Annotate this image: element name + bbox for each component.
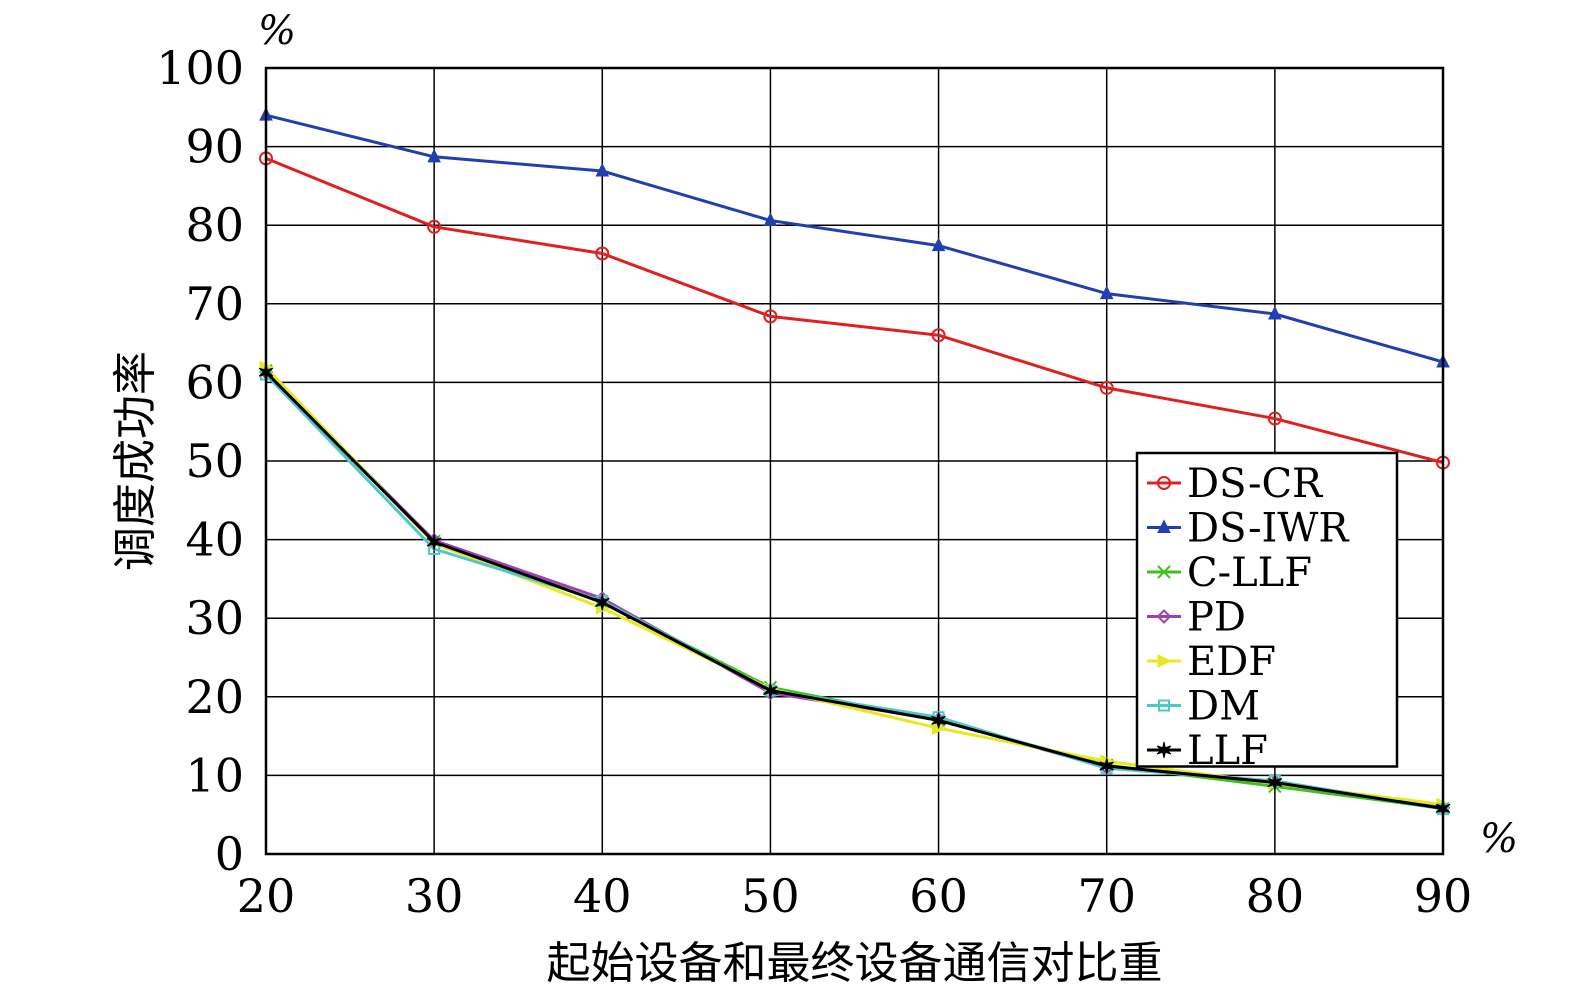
data-point [763,309,778,324]
legend-marker [1158,699,1170,712]
y-axis-ticks: 0 10 20 30 40 50 60 70 80 90 100 [156,41,244,881]
y-tick-label: 10 [185,748,244,802]
data-point [595,594,610,611]
legend-marker [1156,741,1172,759]
legend-label: LLF [1187,728,1268,774]
data-point [427,148,441,163]
y-tick-label: 40 [185,513,244,567]
x-tick-label: 30 [405,869,464,923]
legend-item: PD [1147,595,1246,641]
data-point [1099,285,1114,300]
x-axis-unit: % [1480,816,1518,862]
data-point [931,328,946,343]
legend-item: DS-IWR [1147,506,1350,552]
legend-label: DS-IWR [1187,506,1350,552]
series-line [264,371,1444,810]
data-point [763,682,778,699]
data-point [931,712,946,729]
data-point [595,246,610,261]
legend-label: DM [1187,684,1260,730]
series-line [265,113,1444,364]
data-point [931,237,946,252]
y-tick-label: 70 [185,277,244,331]
legend-marker [1157,476,1171,490]
y-tick-label: 90 [185,120,244,174]
y-tick-label: 60 [185,355,244,409]
x-tick-label: 80 [1246,869,1305,923]
data-point [1099,380,1114,395]
legend-marker [1156,609,1172,624]
legend-marker [1157,654,1173,668]
legend-label: PD [1187,595,1246,641]
y-tick-label: 20 [185,670,244,724]
x-tick-label: 40 [573,869,632,923]
y-tick-label: 50 [185,434,244,488]
x-tick-label: 20 [237,869,296,923]
data-point [1268,305,1282,320]
y-tick-label: 100 [156,41,244,95]
legend-label: EDF [1187,639,1276,685]
data-point [426,533,442,551]
legend-label: DS-CR [1187,461,1324,507]
legend-item: LLF [1147,728,1268,774]
data-point [763,212,778,226]
legend-marker [1157,565,1171,579]
legend-item: EDF [1147,639,1276,685]
plot-area-frame [264,66,1445,856]
y-tick-label: 0 [215,827,244,881]
x-tick-label: 50 [741,869,800,923]
x-axis-title: 起始设备和最终设备通信对比重 [547,938,1163,989]
legend-item: DS-CR [1147,461,1324,507]
y-axis-title: 调度成功率 [110,351,161,571]
legend-box [1135,451,1399,768]
series-line [265,157,1444,465]
legend-marker [1157,519,1171,533]
x-tick-label: 70 [1077,869,1136,923]
y-tick-label: 30 [185,591,244,645]
data-point [1267,411,1282,426]
series-ds-cr [259,151,1450,470]
legend-item: DM [1147,684,1260,730]
y-axis-unit: % [258,8,296,54]
x-tick-label: 60 [909,869,968,923]
data-point [1099,757,1114,775]
data-point [1267,774,1283,791]
x-tick-label: 90 [1414,869,1473,923]
series-group [258,107,1452,817]
x-axis-ticks: 20 30 40 50 60 70 80 90 [237,869,1473,923]
data-point [427,219,442,234]
data-point [595,162,610,177]
legend-label: C-LLF [1187,550,1312,596]
legend-item: C-LLF [1147,550,1312,596]
y-tick-label: 80 [185,198,244,252]
